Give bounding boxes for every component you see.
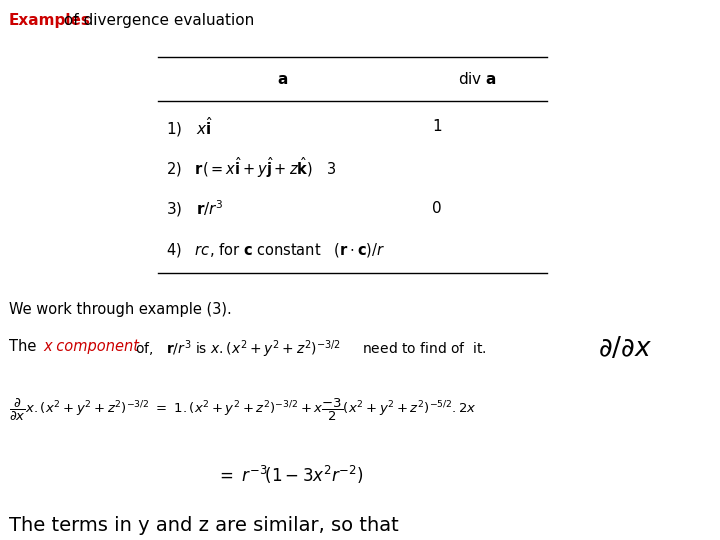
Text: $\partial/\partial x$: $\partial/\partial x$ xyxy=(598,336,652,362)
Text: 1: 1 xyxy=(432,119,441,134)
Text: div $\mathbf{a}$: div $\mathbf{a}$ xyxy=(457,71,497,87)
Text: of,   $\mathbf{r}/r^3$ is $x.(x^2+y^2+z^2)^{-3/2}$     need to find of  it.: of, $\mathbf{r}/r^3$ is $x.(x^2+y^2+z^2)… xyxy=(135,339,487,360)
Text: The terms in y and z are similar, so that: The terms in y and z are similar, so tha… xyxy=(9,516,398,535)
Text: $\mathbf{a}$: $\mathbf{a}$ xyxy=(277,72,288,87)
Text: 2)   $\mathbf{r}(= x\hat{\mathbf{i}} + y\hat{\mathbf{j}} + z\hat{\mathbf{k}})$  : 2) $\mathbf{r}(= x\hat{\mathbf{i}} + y\h… xyxy=(166,156,336,180)
Text: $=\ r^{-3}\!\left(1-3x^2r^{-2}\right)$: $=\ r^{-3}\!\left(1-3x^2r^{-2}\right)$ xyxy=(216,464,364,487)
Text: 0: 0 xyxy=(432,201,441,217)
Text: 1)   $x\hat{\mathbf{i}}$: 1) $x\hat{\mathbf{i}}$ xyxy=(166,115,213,139)
Text: 3)   $\mathbf{r}/r^3$: 3) $\mathbf{r}/r^3$ xyxy=(166,199,223,219)
Text: The: The xyxy=(9,339,40,354)
Text: 4)   $rc$, for $\mathbf{c}$ constant   $(\mathbf{r}\cdot\mathbf{c})/r$: 4) $rc$, for $\mathbf{c}$ constant $(\ma… xyxy=(166,241,385,259)
Text: of divergence evaluation: of divergence evaluation xyxy=(59,14,254,29)
Text: Examples: Examples xyxy=(9,14,91,29)
Text: x component: x component xyxy=(43,339,139,354)
Text: We work through example (3).: We work through example (3). xyxy=(9,302,231,318)
Text: $\dfrac{\partial}{\partial x}x.(x^2+y^2+z^2)^{-3/2}$$\ =\ 1.(x^2+y^2+z^2)^{-3/2}: $\dfrac{\partial}{\partial x}x.(x^2+y^2+… xyxy=(9,397,477,423)
